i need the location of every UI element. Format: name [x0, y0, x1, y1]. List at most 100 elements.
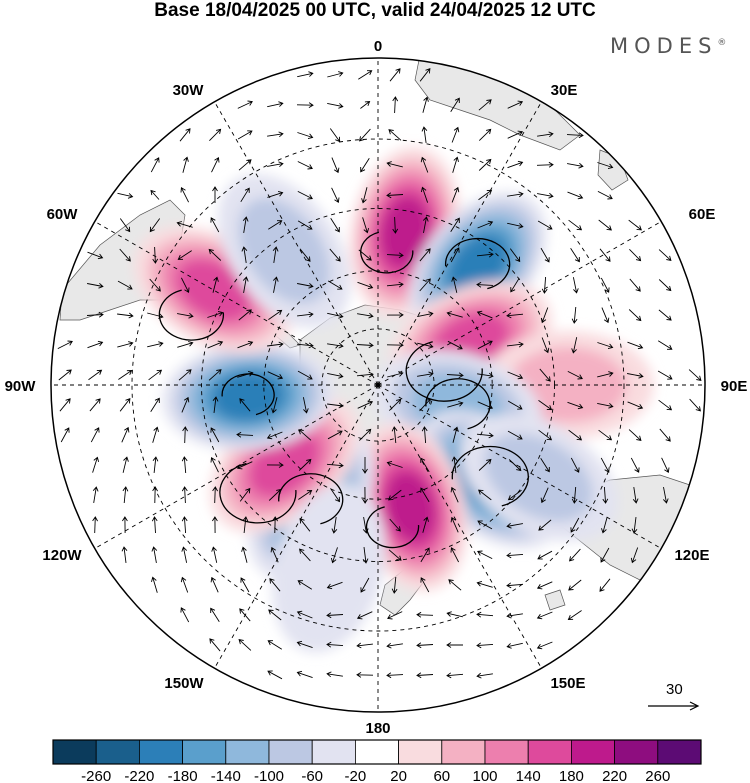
wind-arrow — [540, 458, 550, 473]
wind-arrow — [536, 161, 554, 168]
wind-arrow — [357, 281, 374, 290]
wind-arrow — [210, 457, 219, 473]
wind-arrow — [211, 546, 218, 563]
wind-arrow — [422, 96, 429, 113]
wind-arrow — [602, 486, 609, 504]
wind-arrow — [327, 402, 344, 409]
wind-arrow — [597, 371, 614, 378]
wind-arrow — [362, 457, 368, 474]
wind-arrow — [510, 277, 520, 293]
lon-label-120e: 120E — [674, 547, 709, 564]
wind-arrow — [537, 220, 553, 230]
wind-arrow — [597, 162, 614, 170]
colorbar-swatch — [52, 739, 97, 765]
wind-arrow — [392, 216, 399, 234]
wind-arrow — [536, 641, 553, 650]
wind-arrow — [538, 400, 553, 411]
streamline — [221, 373, 275, 416]
colorbar-swatch — [398, 739, 443, 765]
wind-arrow — [386, 642, 403, 649]
wind-arrow — [176, 221, 193, 228]
wind-arrow — [239, 398, 251, 412]
wind-arrow — [326, 612, 344, 619]
wind-arrow — [121, 426, 130, 443]
wind-arrow — [330, 217, 340, 233]
lon-label-150e: 150E — [550, 675, 585, 692]
colorbar-tick-label: 180 — [559, 768, 584, 783]
wind-arrow — [90, 427, 100, 443]
wind-arrow — [386, 252, 404, 259]
wind-arrow — [266, 462, 284, 468]
wind-arrow — [571, 337, 578, 354]
wind-arrow — [538, 429, 553, 441]
wind-arrow — [238, 639, 252, 651]
wind-arrow — [506, 312, 524, 319]
wind-arrow — [391, 576, 398, 594]
anomaly-field — [134, 146, 654, 653]
wind-arrow — [387, 611, 403, 620]
wind-arrow — [452, 156, 459, 173]
wind-arrow — [627, 341, 644, 350]
wind-arrow — [477, 340, 493, 350]
wind-arrow — [327, 71, 344, 78]
wind-arrow — [541, 337, 550, 354]
wind-arrow — [598, 219, 612, 231]
lon-label-150w: 150W — [164, 675, 204, 692]
colorbar-swatch — [354, 739, 399, 765]
wind-arrow — [359, 128, 371, 142]
wind-arrow — [88, 369, 103, 381]
colorbar-tick-label: 60 — [433, 768, 450, 783]
wind-arrow — [211, 157, 220, 173]
wind-arrow — [539, 368, 551, 382]
wind-arrow — [540, 247, 550, 263]
wind-arrow — [212, 186, 218, 203]
wind-arrow — [628, 309, 642, 322]
wind-arrow — [416, 672, 434, 679]
wind-arrow — [477, 550, 493, 560]
wind-arrow — [392, 96, 399, 114]
wind-arrow — [540, 487, 549, 504]
wind-arrow — [122, 516, 128, 534]
wind-arrow — [506, 341, 524, 348]
wind-arrow — [296, 610, 313, 619]
wind-arrow — [207, 340, 224, 349]
wind-arrow — [272, 276, 279, 293]
wind-arrow — [296, 342, 314, 349]
wind-arrow — [658, 279, 672, 292]
wind-arrow — [362, 217, 370, 234]
wind-arrow — [151, 516, 158, 534]
wind-arrow — [568, 219, 583, 231]
wind-arrow — [180, 607, 190, 623]
wind-arrow — [630, 547, 639, 564]
wind-arrow — [242, 216, 249, 233]
wind-arrow — [122, 456, 129, 473]
wind-arrow — [452, 426, 459, 443]
wind-arrow — [658, 249, 672, 261]
wind-arrow — [149, 218, 161, 233]
tasmania-landmass — [544, 589, 566, 611]
wind-arrow — [476, 432, 494, 439]
wind-arrow — [327, 342, 344, 349]
wind-arrow — [689, 398, 701, 412]
wind-arrow — [600, 457, 610, 473]
wind-arrow — [297, 311, 314, 318]
wind-arrow — [150, 397, 160, 412]
wind-arrow — [268, 220, 283, 230]
wind-arrow — [541, 276, 548, 294]
wind-arrow — [537, 550, 553, 560]
wind-arrow — [297, 282, 314, 289]
lon-label-180: 180 — [365, 720, 390, 737]
wind-arrow — [477, 520, 493, 530]
wind-arrow — [417, 311, 434, 318]
meridian-line — [377, 221, 662, 386]
wind-arrow — [658, 309, 672, 321]
wind-arrow — [331, 187, 340, 203]
wind-arrow — [477, 220, 494, 229]
wind-arrow — [421, 426, 428, 444]
wind-arrow — [386, 312, 404, 318]
colorbar-swatch — [441, 739, 486, 765]
wind-arrow — [117, 341, 134, 348]
colorbar-tick-label: 220 — [602, 768, 627, 783]
map-title: Base 18/04/2025 00 UTC, valid 24/04/2025… — [154, 0, 596, 21]
wind-reference-vector: 30 — [648, 681, 700, 711]
